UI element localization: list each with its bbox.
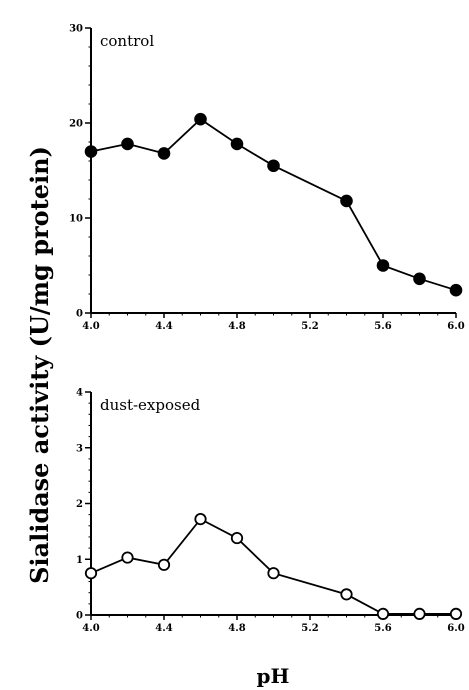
dust-exposed-y-tick-label: 0 <box>76 611 83 622</box>
control-y-tick-label: 0 <box>76 309 83 320</box>
control-data-point <box>376 259 390 272</box>
control-data-point <box>230 137 244 151</box>
control-y-tick-label: 10 <box>69 214 83 225</box>
control-x-tick-label: 4.8 <box>228 321 245 332</box>
dust-exposed-x-tick-label: 5.6 <box>374 623 391 634</box>
control-data-point <box>267 159 280 173</box>
dust-exposed-data-point <box>376 607 390 620</box>
control-panel-label: control <box>100 32 154 50</box>
control-x-tick-label: 5.2 <box>301 321 318 332</box>
dust-exposed-data-point <box>413 607 426 620</box>
dust-exposed-data-point <box>340 588 353 601</box>
control-y-tick-label: 20 <box>69 119 83 130</box>
dust-exposed-panel: 0 1 2 3 4 4.0 4.4 4.8 5.2 5.6 6.0 dust-exposed <box>76 388 465 635</box>
dust-exposed-x-tick-label: 4.8 <box>228 623 245 634</box>
control-x-tick-label: 4.4 <box>155 321 172 332</box>
control-panel: 0 10 20 30 4.0 4.4 4.8 5.2 5.6 6.0 control <box>69 24 465 333</box>
dust-exposed-x-tick-label: 4.0 <box>82 623 99 634</box>
dust-exposed-data-point <box>267 567 280 580</box>
control-data-point <box>413 272 426 286</box>
control-data-point <box>121 137 134 151</box>
dust-exposed-data-point <box>194 513 207 526</box>
dust-exposed-y-tick-label: 2 <box>76 499 83 510</box>
dust-exposed-panel-label: dust-exposed <box>100 396 201 414</box>
x-axis-title: pH <box>257 664 290 688</box>
dust-exposed-x-tick-label: 6.0 <box>447 623 464 634</box>
control-y-tick-label: 30 <box>69 24 83 35</box>
control-data-point <box>340 194 353 208</box>
dust-exposed-data-point <box>449 607 463 620</box>
control-data-point <box>84 145 98 158</box>
dust-exposed-data-point <box>121 551 134 564</box>
dust-exposed-series-line <box>90 517 456 615</box>
control-x-tick-label: 5.6 <box>374 321 391 332</box>
dust-exposed-data-point <box>230 531 244 545</box>
dust-exposed-data-point <box>157 558 171 571</box>
control-data-point <box>157 147 171 160</box>
control-data-point <box>449 283 463 297</box>
dust-exposed-x-tick-label: 5.2 <box>301 623 318 634</box>
y-axis-title: Sialidase activity (U/mg protein) <box>25 146 54 584</box>
control-x-tick-label: 6.0 <box>447 321 464 332</box>
dust-exposed-x-tick-label: 4.4 <box>155 623 172 634</box>
dust-exposed-y-tick-label: 3 <box>76 443 83 454</box>
control-x-tick-label: 4.0 <box>82 321 99 332</box>
dust-exposed-data-point <box>84 567 98 580</box>
control-series-line <box>90 118 457 292</box>
dust-exposed-y-tick-label: 4 <box>76 388 83 399</box>
control-data-point <box>194 112 207 126</box>
dust-exposed-y-tick-label: 1 <box>76 555 83 566</box>
